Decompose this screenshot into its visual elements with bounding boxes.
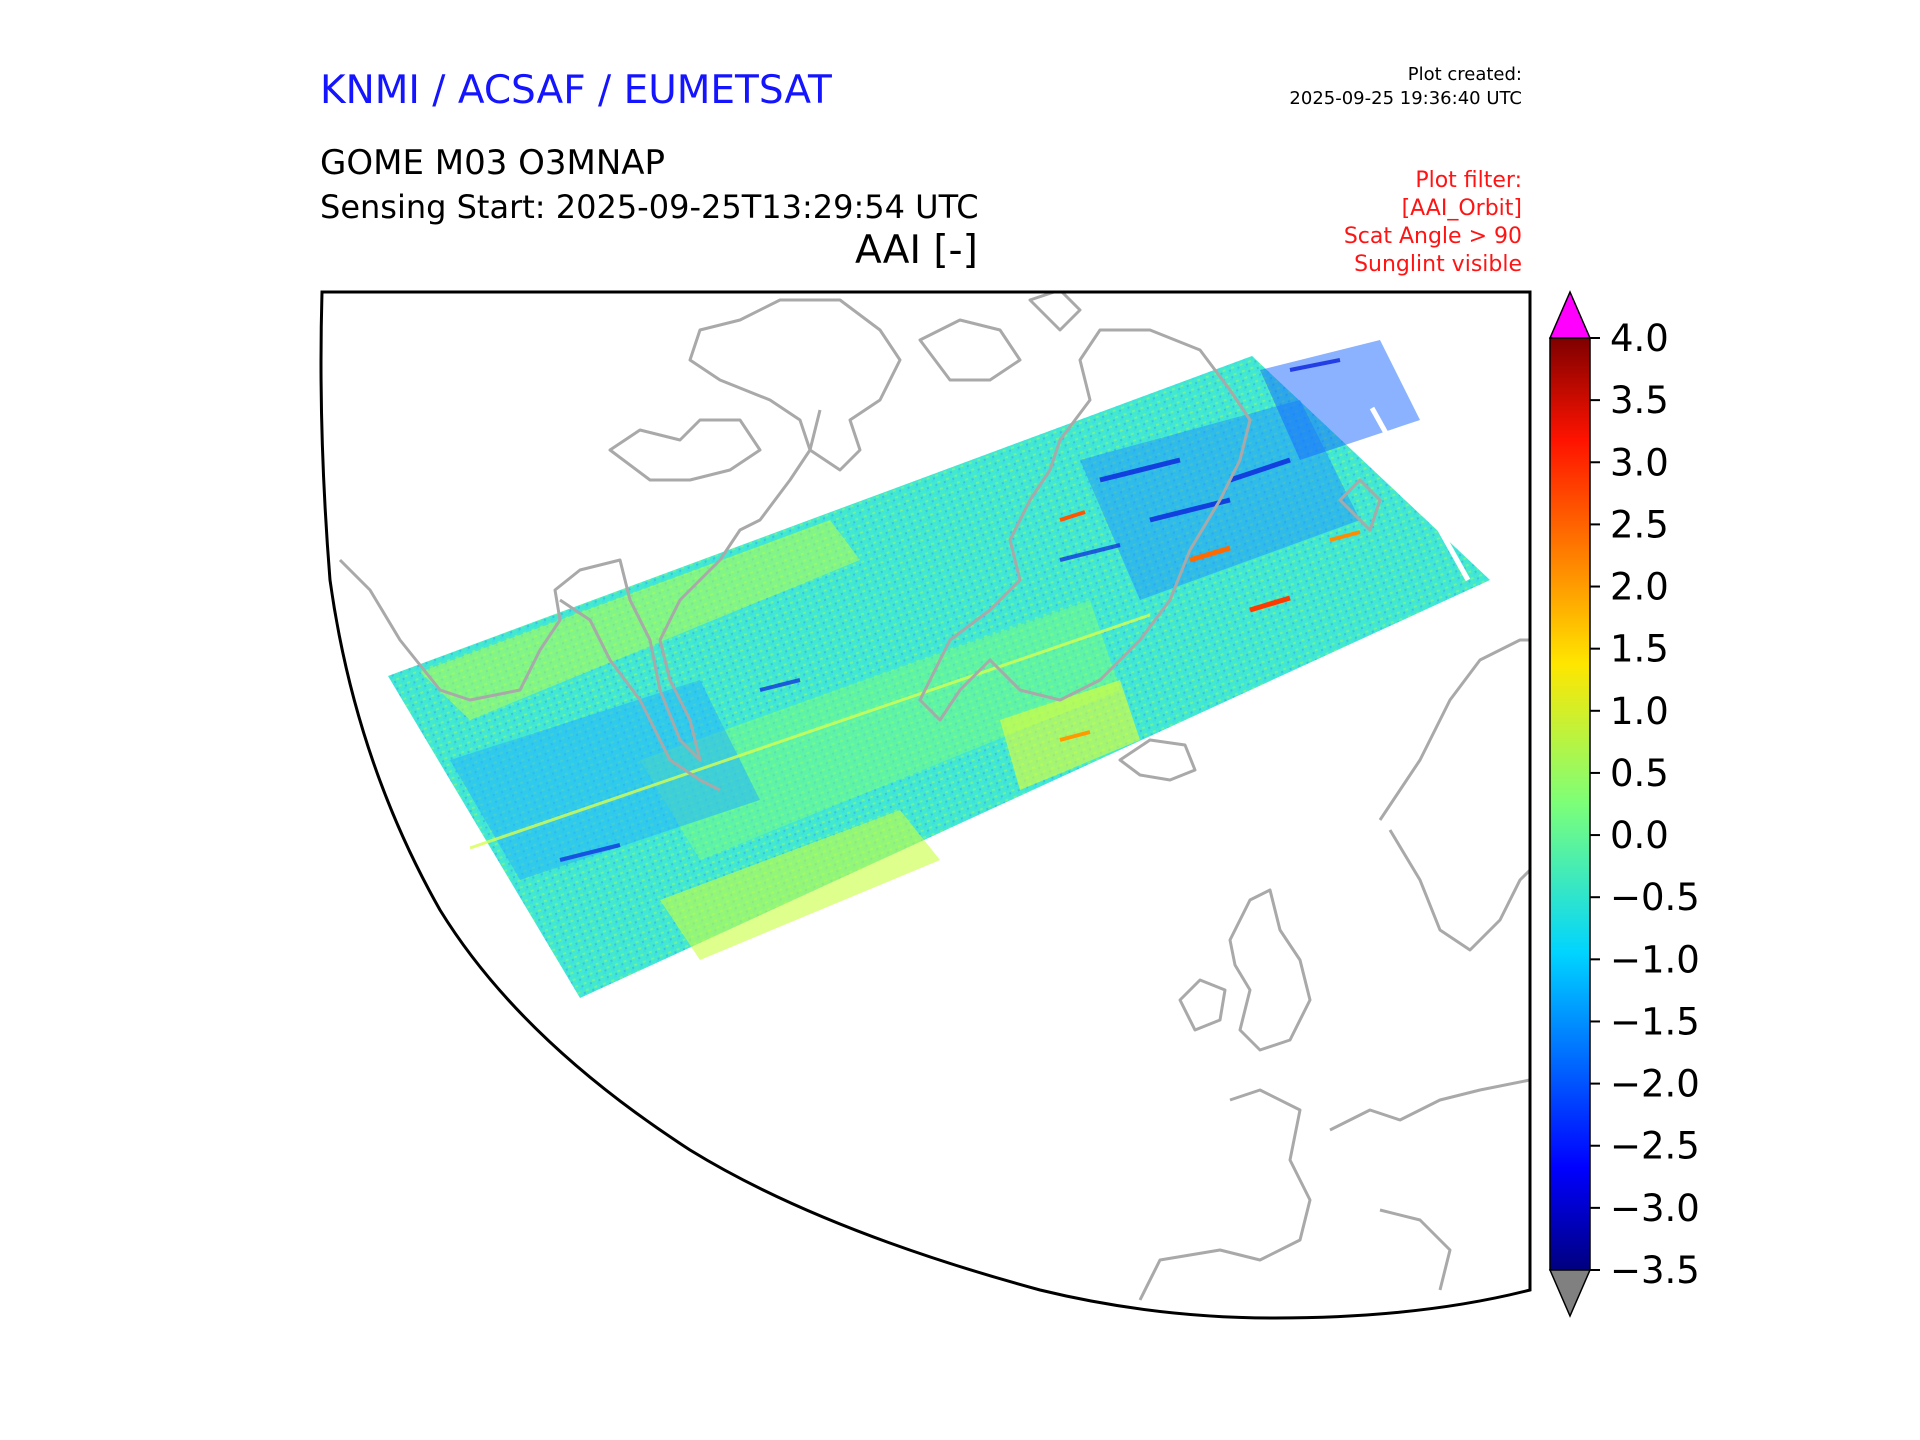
coastlines: [338, 292, 1530, 1301]
plot-created-label: Plot created:: [1407, 64, 1522, 85]
plot-filter-sunglint: Sunglint visible: [1354, 252, 1522, 277]
colorbar-extend-low: [1548, 1269, 1592, 1318]
sensing-start: Sensing Start: 2025-09-25T13:29:54 UTC: [320, 188, 979, 226]
colorbar-tick-label: 1.0: [1610, 690, 1669, 733]
colorbar-tick-label: −0.5: [1610, 876, 1700, 919]
variable-title: AAI [-]: [855, 228, 978, 273]
colorbar-tick-label: 0.0: [1610, 814, 1669, 857]
plot-filter-orbit: [AAI_Orbit]: [1401, 196, 1522, 221]
colorbar-tick-label: −1.0: [1610, 938, 1700, 981]
colorbar-tick-label: −3.0: [1610, 1187, 1700, 1230]
map-boundary: [319, 290, 1532, 1320]
colorbar-tick-label: −3.5: [1610, 1249, 1700, 1292]
plot-created-time: 2025-09-25 19:36:40 UTC: [1289, 88, 1522, 109]
plot-filter-scat-angle: Scat Angle > 90: [1343, 224, 1522, 249]
colorbar-tick-label: 2.5: [1610, 503, 1669, 546]
colorbar-tick-label: 4.0: [1610, 317, 1669, 360]
colorbar-tick-label: 3.5: [1610, 379, 1669, 422]
colorbar-tick-label: 1.5: [1610, 628, 1669, 671]
colorbar-tick-label: −1.5: [1610, 1000, 1700, 1043]
plot-filter-label: Plot filter:: [1415, 168, 1522, 193]
colorbar-ticks: 4.0 3.5 3.0 2.5 2.0 1.5 1.0 0.5 0.0 −0.5 −1.0 −1.5 −…: [1590, 317, 1700, 1292]
colorbar-extend-high: [1548, 290, 1592, 339]
colorbar-tick-label: −2.5: [1610, 1125, 1700, 1168]
colorbar-tick-label: −2.0: [1610, 1063, 1700, 1106]
colorbar-tick-label: 0.5: [1610, 752, 1669, 795]
product-title: GOME M03 O3MNAP: [320, 143, 666, 183]
colorbar-tick-label: 3.0: [1610, 441, 1669, 484]
colorbar-gradient: [1549, 337, 1591, 1271]
colorbar-tick-label: 2.0: [1610, 566, 1669, 609]
agency-title: KNMI / ACSAF / EUMETSAT: [320, 68, 832, 113]
